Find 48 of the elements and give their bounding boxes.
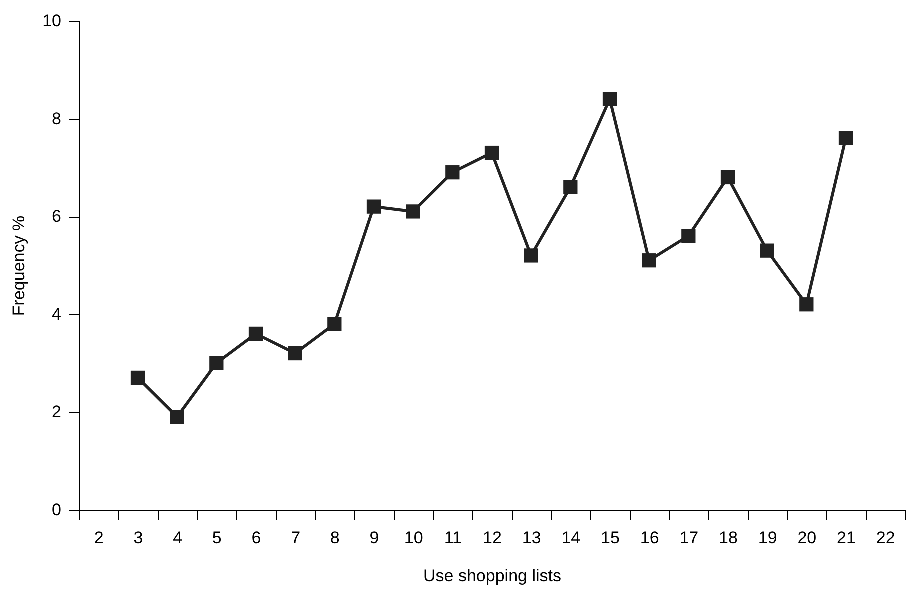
y-tick-label: 8 — [52, 109, 62, 128]
point — [328, 317, 342, 332]
point — [642, 254, 656, 268]
y-tick-label: 4 — [52, 304, 62, 324]
x-tick-label: 6 — [252, 528, 262, 548]
point — [170, 410, 184, 424]
x-tick-label: 22 — [876, 528, 896, 548]
point — [564, 180, 578, 194]
x-tick-label: 19 — [758, 528, 778, 548]
y-axis-title: Frequency % — [10, 216, 29, 316]
x-tick-label: 13 — [522, 528, 542, 548]
y-tick-label: 6 — [52, 207, 62, 226]
x-tick-label: 21 — [837, 528, 856, 548]
x-tick-label: 3 — [134, 528, 144, 548]
x-tick-label: 2 — [94, 528, 104, 548]
point — [760, 244, 774, 258]
x-tick-label: 9 — [370, 528, 380, 548]
x-tick-label: 17 — [680, 528, 699, 548]
x-tick-label: 18 — [719, 528, 738, 548]
x-tick-label: 20 — [798, 528, 817, 548]
point — [484, 146, 500, 160]
x-tick-label: 5 — [212, 528, 222, 548]
point — [210, 356, 224, 370]
x-tick-label: 8 — [330, 528, 340, 548]
x-tick-label: 7 — [291, 528, 301, 548]
point — [288, 346, 302, 361]
x-tick-label: 16 — [640, 528, 660, 548]
point — [838, 131, 854, 146]
point — [446, 166, 460, 180]
y-tick-label: 0 — [52, 500, 62, 520]
point — [800, 298, 814, 312]
x-tick-label: 15 — [601, 528, 620, 548]
x-axis-title: Use shopping lists — [424, 566, 562, 586]
point — [366, 200, 382, 214]
y-tick-label: 10 — [42, 12, 62, 30]
point — [524, 248, 538, 263]
point — [682, 229, 696, 244]
x-tick-label: 12 — [483, 528, 502, 548]
point — [720, 170, 736, 185]
point — [602, 92, 618, 106]
x-tick-label: 4 — [173, 528, 183, 548]
point — [406, 204, 420, 219]
y-tick-label: 2 — [52, 402, 62, 422]
x-tick-label: 14 — [562, 528, 581, 548]
point — [130, 370, 146, 386]
x-tick-label: 10 — [404, 528, 424, 548]
point — [248, 326, 264, 342]
x-tick-label: 11 — [444, 528, 462, 548]
